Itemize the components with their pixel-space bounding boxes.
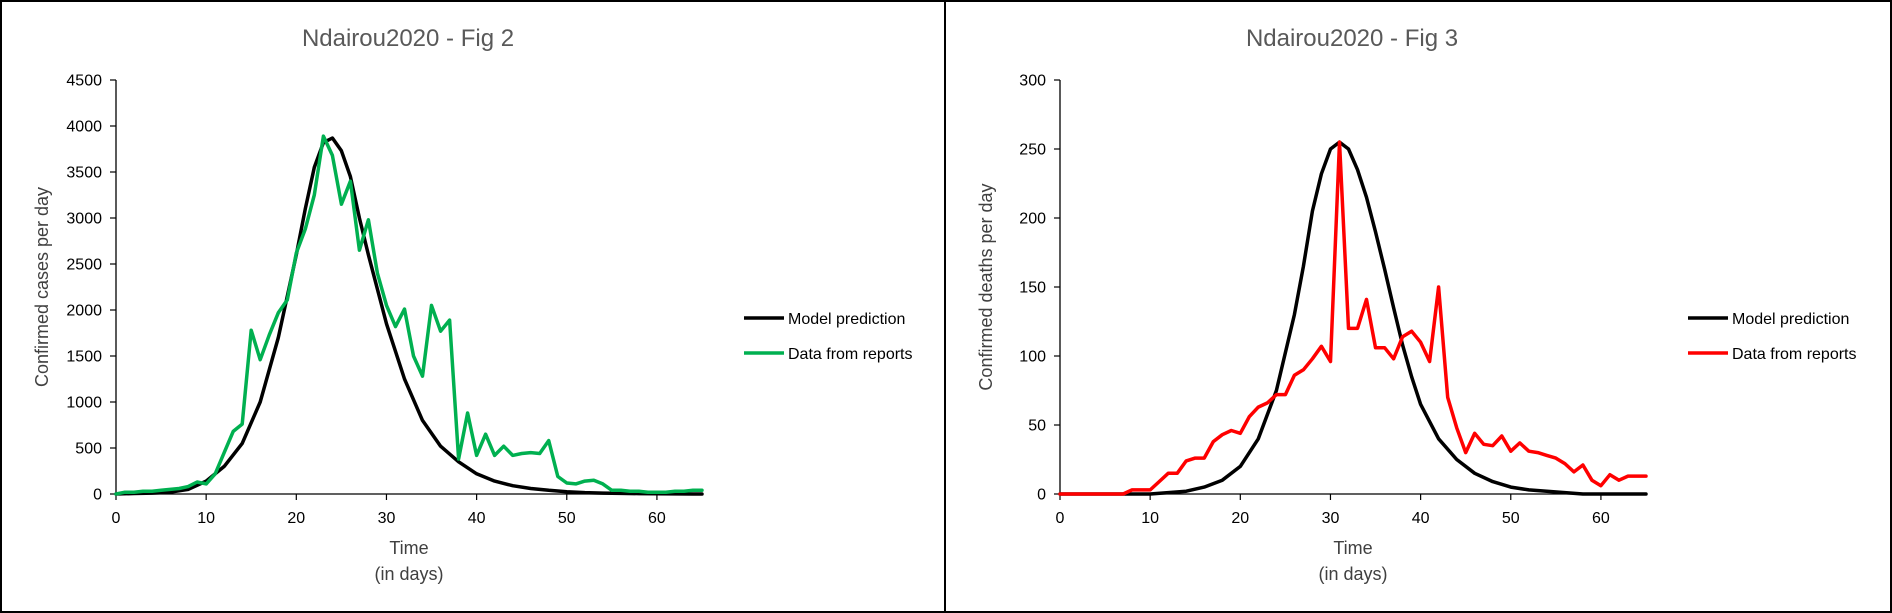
series-line-model-prediction [1058,140,1648,496]
chart-title: Ndairou2020 - Fig 2 [302,25,514,52]
x-axis-label-unit: (in days) [1318,564,1387,584]
y-tick-label: 0 [1037,487,1046,504]
y-tick-label: 0 [93,487,102,504]
y-tick-label: 150 [1019,280,1046,297]
y-axis-label: Confirmed deaths per day [976,183,996,390]
y-tick-label: 1000 [66,395,102,412]
x-tick-label: 60 [648,510,666,527]
x-tick-label: 10 [197,510,215,527]
x-axis-label-unit: (in days) [374,564,443,584]
x-tick-label: 20 [287,510,305,527]
x-tick-label: 30 [1322,510,1340,527]
legend-label: Data from reports [788,346,912,363]
x-tick-label: 40 [1412,510,1430,527]
legend-label: Data from reports [1732,346,1856,363]
y-tick-label: 250 [1019,142,1046,159]
y-tick-label: 4000 [66,119,102,136]
series-line-model-prediction [114,136,704,496]
chart-panel-fig2: Ndairou2020 - Fig 2 0 500 1000 1500 2000 2500 3… [0,0,946,613]
chart-title: Ndairou2020 - Fig 3 [1246,25,1458,52]
x-tick-label: 30 [378,510,396,527]
y-tick-label: 200 [1019,211,1046,228]
legend-label: Model prediction [1732,311,1849,328]
y-tick-label: 300 [1019,73,1046,90]
y-tick-label: 500 [75,441,102,458]
chart-fig3: Ndairou2020 - Fig 3 0 50 100 150 200 250 300 0 10… [976,25,1856,584]
x-tick-label: 50 [1502,510,1520,527]
x-axis-label: Time [1333,538,1372,558]
x-tick-label: 20 [1231,510,1249,527]
x-tick-label: 0 [112,510,121,527]
x-axis-label: Time [389,538,428,558]
y-tick-label: 50 [1028,418,1046,435]
y-tick-label: 3000 [66,211,102,228]
y-tick-label: 1500 [66,349,102,366]
chart-panel-fig3: Ndairou2020 - Fig 3 0 50 100 150 200 250 300 0 10… [944,0,1892,613]
x-tick-label: 50 [558,510,576,527]
y-axis-label: Confirmed cases per day [32,187,52,387]
chart-fig2: Ndairou2020 - Fig 2050010001500200025003… [32,25,912,584]
x-tick-label: 10 [1141,510,1159,527]
y-tick-label: 4500 [66,73,102,90]
y-tick-label: 100 [1019,349,1046,366]
series-line-data-from-reports [1058,140,1648,496]
y-tick-label: 2500 [66,257,102,274]
y-tick-label: 2000 [66,303,102,320]
x-tick-label: 40 [468,510,486,527]
legend-label: Model prediction [788,311,905,328]
x-tick-label: 0 [1056,510,1065,527]
series-line-data-from-reports [114,134,704,496]
x-tick-label: 60 [1592,510,1610,527]
y-tick-label: 3500 [66,165,102,182]
